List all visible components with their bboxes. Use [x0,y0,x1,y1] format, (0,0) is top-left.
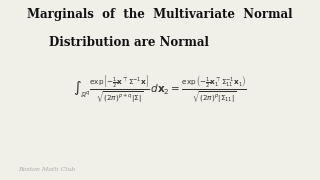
Text: Distribution are Normal: Distribution are Normal [49,36,208,50]
Text: Boston Math Club: Boston Math Club [19,167,76,172]
Text: $\int_{\mathbb{R}^q} \frac{\exp\left[-\frac{1}{2}\mathbf{x}^{\top}\Sigma^{-1}\ma: $\int_{\mathbb{R}^q} \frac{\exp\left[-\f… [73,74,247,106]
Text: Marginals  of  the  Multivariate  Normal: Marginals of the Multivariate Normal [27,8,293,21]
